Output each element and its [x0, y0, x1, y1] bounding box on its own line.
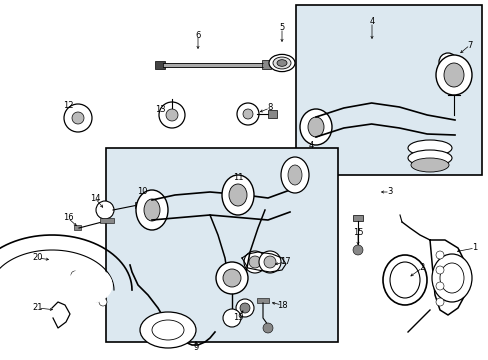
Text: 7: 7 — [467, 40, 472, 49]
Text: 16: 16 — [62, 213, 73, 222]
Text: 8: 8 — [267, 104, 272, 112]
Ellipse shape — [96, 201, 114, 219]
Bar — [267, 110, 276, 118]
Ellipse shape — [287, 165, 302, 185]
Ellipse shape — [307, 117, 324, 137]
Ellipse shape — [248, 256, 261, 268]
Ellipse shape — [276, 60, 286, 66]
Ellipse shape — [152, 320, 183, 340]
Ellipse shape — [68, 267, 112, 303]
Text: 21: 21 — [33, 303, 43, 312]
Ellipse shape — [92, 294, 100, 302]
Text: 10: 10 — [137, 188, 147, 197]
Text: 4: 4 — [308, 140, 313, 149]
Bar — [352, 215, 362, 221]
Ellipse shape — [240, 303, 249, 313]
Ellipse shape — [159, 102, 184, 128]
Ellipse shape — [263, 323, 272, 333]
Ellipse shape — [236, 299, 253, 317]
Text: 11: 11 — [232, 174, 243, 183]
Ellipse shape — [410, 158, 448, 172]
Text: 3: 3 — [386, 188, 392, 197]
Ellipse shape — [435, 298, 443, 306]
Ellipse shape — [439, 263, 463, 293]
Ellipse shape — [165, 109, 178, 121]
Ellipse shape — [85, 288, 93, 296]
Bar — [257, 298, 268, 303]
Ellipse shape — [281, 157, 308, 193]
Ellipse shape — [228, 184, 246, 206]
Ellipse shape — [99, 298, 107, 306]
Ellipse shape — [223, 269, 241, 287]
Bar — [74, 225, 81, 230]
Ellipse shape — [72, 112, 84, 124]
Ellipse shape — [264, 256, 275, 268]
Ellipse shape — [64, 104, 92, 132]
Ellipse shape — [443, 58, 451, 66]
Text: 14: 14 — [90, 194, 100, 202]
Ellipse shape — [259, 251, 281, 273]
Ellipse shape — [223, 309, 241, 327]
Text: 1: 1 — [471, 243, 477, 252]
Text: 2: 2 — [419, 264, 424, 273]
Ellipse shape — [143, 199, 160, 221]
Text: 13: 13 — [154, 105, 165, 114]
Text: 15: 15 — [352, 228, 363, 237]
Ellipse shape — [237, 103, 259, 125]
Text: 12: 12 — [62, 100, 73, 109]
Bar — [295, 5, 481, 175]
Ellipse shape — [435, 55, 471, 95]
Bar — [135, 202, 153, 208]
Ellipse shape — [222, 175, 253, 215]
Ellipse shape — [352, 245, 362, 255]
Ellipse shape — [435, 251, 443, 259]
Ellipse shape — [443, 63, 463, 87]
Ellipse shape — [438, 53, 456, 71]
Ellipse shape — [299, 109, 331, 145]
Ellipse shape — [435, 282, 443, 290]
Text: 6: 6 — [195, 31, 200, 40]
Bar — [100, 218, 114, 223]
Ellipse shape — [78, 281, 86, 289]
Text: 4: 4 — [368, 18, 374, 27]
Ellipse shape — [407, 150, 451, 166]
Bar — [262, 60, 270, 69]
Text: 19: 19 — [232, 314, 243, 323]
Bar — [163, 63, 263, 67]
Bar — [106, 148, 337, 342]
Ellipse shape — [244, 251, 265, 273]
Text: 18: 18 — [276, 301, 287, 310]
Ellipse shape — [382, 255, 426, 305]
Text: 20: 20 — [33, 253, 43, 262]
Ellipse shape — [243, 109, 252, 119]
Ellipse shape — [431, 254, 471, 302]
Ellipse shape — [216, 262, 247, 294]
Text: 9: 9 — [193, 343, 198, 352]
Ellipse shape — [389, 262, 419, 298]
Bar — [155, 61, 164, 69]
Text: 5: 5 — [279, 23, 284, 32]
Ellipse shape — [272, 57, 290, 69]
Ellipse shape — [268, 54, 294, 72]
Text: 17: 17 — [279, 257, 290, 266]
Ellipse shape — [71, 271, 79, 279]
Ellipse shape — [435, 266, 443, 274]
Ellipse shape — [140, 312, 196, 348]
Ellipse shape — [407, 140, 451, 156]
Ellipse shape — [136, 190, 168, 230]
